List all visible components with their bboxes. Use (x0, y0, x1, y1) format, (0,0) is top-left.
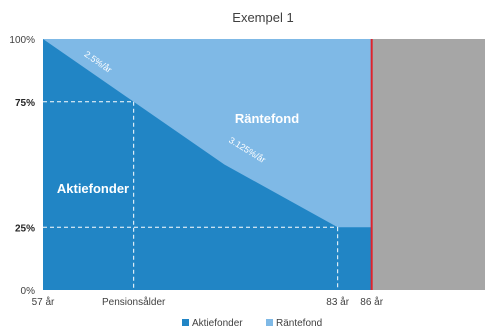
legend-label: Aktiefonder (192, 318, 243, 329)
legend-swatch (266, 319, 273, 326)
y-tick-label: 0% (21, 286, 36, 297)
legend: Aktiefonder Räntefond (182, 318, 322, 329)
y-tick-label: 25% (15, 223, 35, 234)
legend-swatch (182, 319, 189, 326)
region-label-rantefond: Räntefond (235, 111, 299, 126)
y-tick-label: 100% (9, 35, 35, 46)
y-axis-ticks: 100% 75% 25% 0% (9, 35, 35, 297)
x-tick-label: 57 år (32, 296, 55, 308)
guide-lines (43, 101, 339, 290)
legend-label: Räntefond (276, 318, 322, 329)
region-label-aktiefonder: Aktiefonder (57, 181, 129, 196)
after-end-region (371, 39, 485, 290)
y-tick-label: 75% (15, 98, 35, 109)
chart-title: Exempel 1 (232, 10, 293, 25)
x-tick-label: Pensionsålder (102, 296, 166, 308)
x-tick-label: 86 år (360, 296, 383, 308)
x-tick-label: 83 år (326, 296, 349, 308)
x-axis-ticks: 57 år Pensionsålder 83 år 86 år (32, 296, 384, 308)
